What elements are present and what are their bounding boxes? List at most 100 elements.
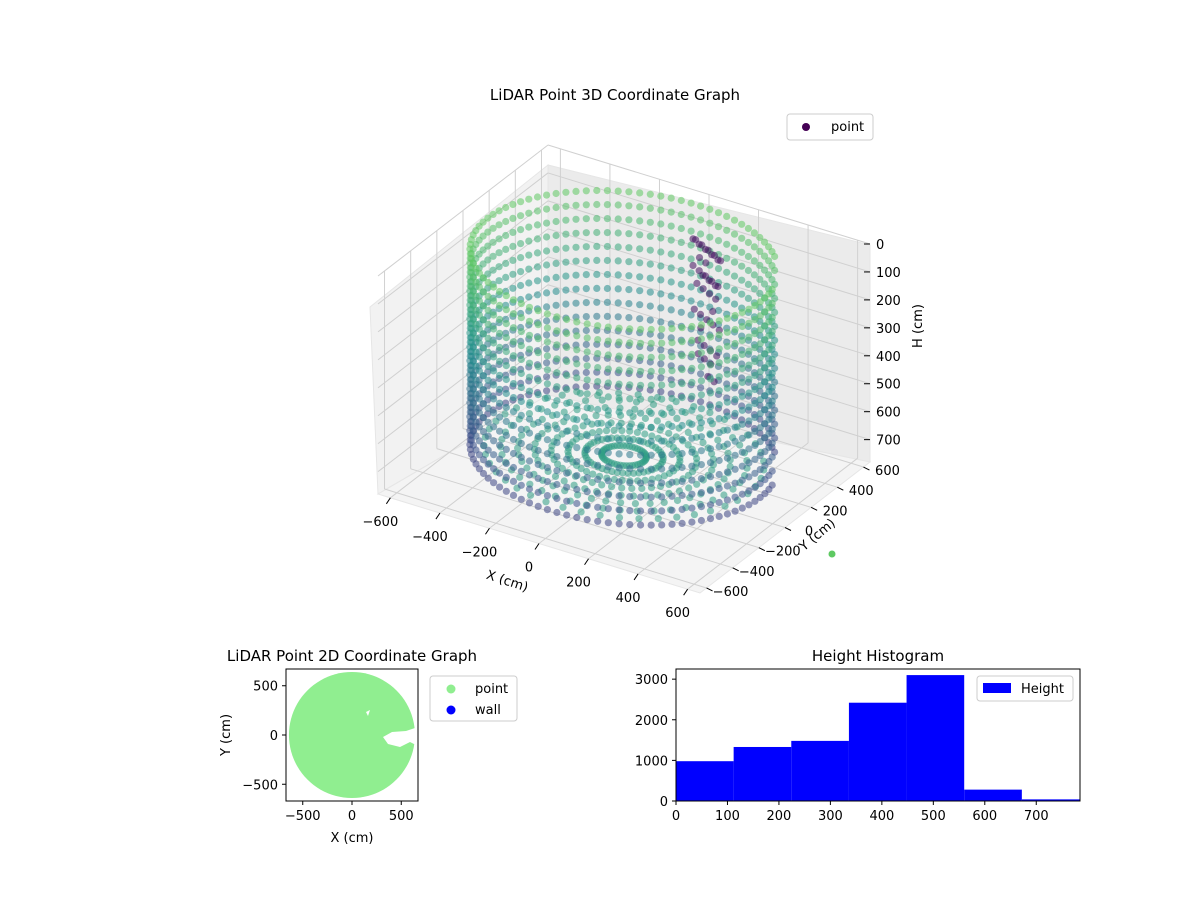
data-point [637, 395, 645, 403]
legend-histogram-frame [976, 675, 1074, 702]
data-point [646, 218, 654, 226]
data-point [723, 454, 732, 462]
data-point [625, 272, 633, 280]
data-point [517, 212, 525, 220]
data-point [687, 255, 695, 263]
data-point [745, 375, 753, 383]
data-point [678, 421, 686, 430]
data-point [647, 325, 655, 334]
data-point [647, 479, 655, 487]
data-point [711, 282, 720, 290]
data-point [705, 290, 714, 298]
data-point [687, 283, 695, 291]
data-point [751, 385, 759, 394]
data-point [697, 363, 706, 371]
data-point [654, 515, 662, 523]
data-point [761, 420, 769, 428]
data-point [543, 366, 552, 374]
data-point [594, 489, 602, 497]
data-point [563, 441, 571, 449]
data-point [723, 412, 732, 420]
data-point [706, 409, 714, 417]
data-point [723, 226, 731, 234]
data-point [637, 339, 645, 347]
data-point [593, 270, 601, 278]
data-point [475, 423, 483, 431]
data-point [751, 357, 759, 366]
data-point [709, 307, 717, 316]
data-point [750, 243, 759, 251]
data-point [490, 325, 498, 333]
data-point [714, 306, 723, 315]
data-point [563, 343, 571, 351]
data-point [479, 372, 488, 380]
data-point [745, 459, 753, 467]
data-point [673, 414, 681, 422]
data-point [593, 214, 601, 223]
data-point [496, 385, 504, 393]
data-point [495, 277, 503, 285]
data-point [751, 441, 759, 449]
data-point [475, 437, 483, 445]
data-point [745, 333, 753, 341]
data-point [553, 425, 561, 433]
data-point [552, 231, 560, 240]
data-point [756, 247, 764, 255]
data-point [668, 380, 676, 389]
grid-line [377, 144, 549, 277]
data-point [489, 266, 497, 274]
data-point [614, 285, 622, 293]
data-point [628, 484, 636, 492]
data-point [572, 285, 580, 293]
data-point [693, 279, 701, 287]
data-point [517, 300, 525, 308]
data-point [702, 259, 710, 267]
y-tick-label-hist: 2000 [635, 714, 668, 729]
data-point [697, 349, 706, 357]
data-point [738, 248, 746, 256]
data-point [637, 521, 645, 529]
data-point [637, 465, 645, 473]
data-point [657, 388, 665, 396]
y-tick-label-hist: 0 [660, 795, 668, 810]
data-point [751, 399, 759, 408]
data-point [614, 271, 622, 279]
data-point [594, 503, 602, 511]
data-point [657, 234, 665, 242]
data-point [572, 243, 580, 251]
data-point [699, 285, 707, 293]
data-point [687, 213, 695, 221]
x-tick-label-hist: 300 [818, 809, 843, 824]
data-point [573, 332, 581, 340]
data-point [738, 504, 746, 512]
data-point [603, 187, 612, 195]
data-point [533, 221, 542, 229]
data-point [706, 233, 714, 241]
x-tick-mark [485, 527, 490, 535]
data-point [598, 481, 606, 489]
data-point [723, 328, 732, 336]
x-tick-label-hist: 0 [672, 809, 680, 824]
data-point [502, 389, 510, 398]
histogram-title: Height Histogram [812, 647, 944, 665]
data-point [543, 373, 551, 381]
data-point [625, 202, 633, 210]
data-point [636, 259, 644, 267]
x-tick-label: 600 [665, 606, 690, 621]
data-point [502, 445, 510, 453]
data-point [534, 321, 542, 329]
data-point [688, 420, 696, 428]
data-point [583, 334, 591, 342]
data-point [615, 408, 623, 416]
data-point [678, 408, 686, 416]
y-tick-mark [706, 587, 713, 592]
data-point [502, 320, 510, 328]
data-point [688, 476, 696, 484]
data-point [479, 344, 488, 352]
data-point [721, 502, 729, 510]
data-point [479, 456, 488, 464]
data-point [534, 502, 542, 510]
data-point [475, 269, 483, 277]
data-point [596, 511, 604, 519]
data-point [678, 352, 686, 360]
